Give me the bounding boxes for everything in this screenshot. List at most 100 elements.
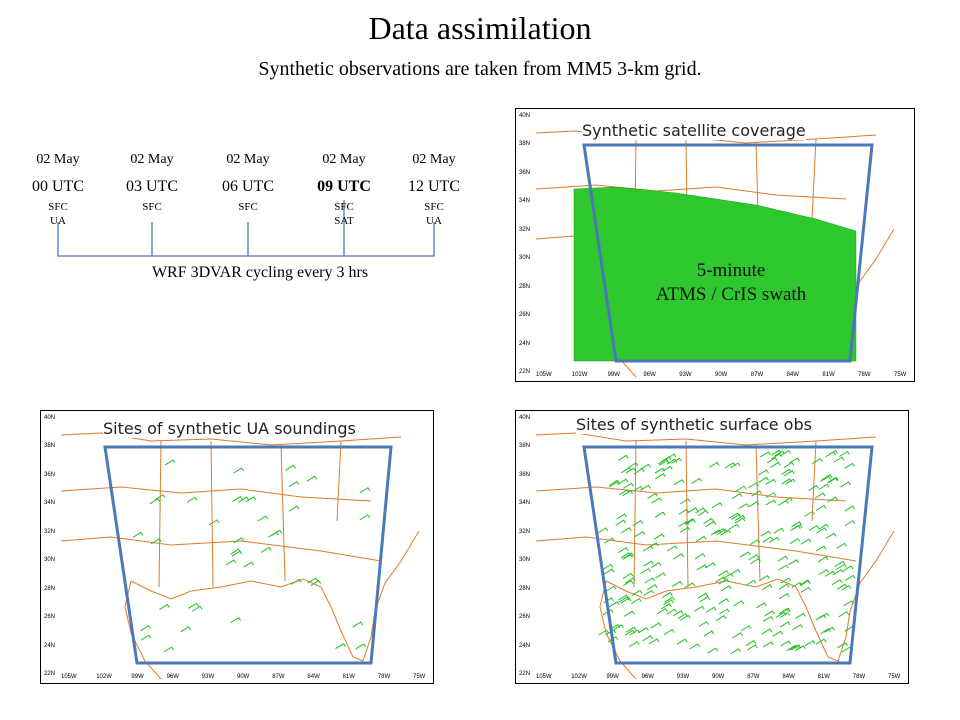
obs-wind-barb bbox=[750, 558, 761, 565]
surface-map-title: Sites of synthetic surface obs bbox=[576, 415, 812, 434]
obs-wind-barb bbox=[837, 642, 848, 649]
obs-wind-barb bbox=[779, 611, 791, 619]
lon-tick-label: 75W bbox=[894, 372, 907, 378]
lon-tick-label: 93W bbox=[676, 674, 690, 680]
obs-wind-barb bbox=[734, 514, 746, 522]
swath-label-line2: ATMS / CrIS swath bbox=[655, 284, 807, 305]
obs-wind-barb bbox=[725, 462, 736, 469]
lon-tick-label: 93W bbox=[201, 674, 215, 680]
timeline-obs-types: SFC bbox=[238, 201, 258, 213]
obs-wind-barb bbox=[673, 553, 684, 560]
obs-wind-barb bbox=[832, 569, 844, 576]
obs-wind-barb bbox=[159, 603, 170, 610]
obs-wind-barb bbox=[749, 539, 761, 546]
obs-wind-barb bbox=[648, 638, 660, 645]
lat-tick-label: 28N bbox=[44, 585, 56, 592]
obs-wind-barb bbox=[815, 504, 827, 512]
lat-tick-label: 26N bbox=[519, 614, 531, 621]
timeline-utc: 00 UTC bbox=[32, 178, 84, 195]
obs-wind-barb bbox=[597, 527, 609, 534]
satellite-map-title: Synthetic satellite coverage bbox=[582, 121, 806, 140]
obs-wind-barb bbox=[662, 591, 673, 599]
obs-wind-barb bbox=[307, 577, 319, 584]
lon-tick-label: 75W bbox=[888, 674, 901, 680]
obs-wind-barb bbox=[745, 579, 757, 586]
obs-wind-barb bbox=[748, 482, 759, 489]
lat-tick-label: 34N bbox=[519, 500, 531, 507]
obs-wind-barb bbox=[664, 596, 675, 603]
timeline-date: 02 May bbox=[130, 152, 174, 167]
obs-wind-barb bbox=[225, 559, 237, 566]
obs-wind-barb bbox=[836, 563, 847, 570]
lon-tick-label: 93W bbox=[679, 372, 692, 378]
obs-wind-barb bbox=[707, 647, 719, 654]
obs-wind-barb bbox=[627, 462, 639, 469]
obs-wind-barb bbox=[680, 614, 691, 621]
obs-wind-barb bbox=[780, 640, 791, 647]
obs-wind-barb bbox=[355, 643, 367, 650]
obs-wind-barb bbox=[814, 492, 826, 499]
obs-wind-barb bbox=[260, 546, 272, 553]
lon-tick-label: 90W bbox=[715, 372, 728, 378]
obs-wind-barb bbox=[758, 476, 769, 483]
obs-wind-barb bbox=[628, 641, 640, 648]
obs-wind-barb bbox=[684, 518, 696, 525]
lat-tick-label: 28N bbox=[519, 585, 531, 592]
obs-wind-barb bbox=[824, 570, 836, 577]
obs-wind-barb bbox=[715, 614, 727, 622]
boundary-line bbox=[60, 486, 372, 502]
boundary-line bbox=[535, 486, 847, 502]
obs-wind-barb bbox=[359, 514, 371, 521]
obs-wind-barb bbox=[622, 580, 634, 587]
obs-wind-barb bbox=[730, 513, 742, 520]
obs-wind-barb bbox=[780, 577, 792, 584]
obs-wind-barb bbox=[800, 586, 812, 593]
obs-wind-barb bbox=[678, 508, 690, 515]
obs-wind-barb bbox=[654, 511, 666, 518]
obs-wind-barb bbox=[815, 545, 827, 552]
lon-tick-label: 87W bbox=[747, 674, 760, 680]
obs-wind-barb bbox=[694, 553, 706, 560]
domain-outline bbox=[103, 445, 393, 665]
timeline-lines bbox=[57, 200, 435, 257]
obs-wind-barb bbox=[812, 458, 823, 465]
obs-wind-barb bbox=[800, 579, 811, 587]
timeline-obs-types: SFC SAT bbox=[334, 201, 354, 227]
obs-wind-barb bbox=[624, 629, 636, 636]
obs-wind-barb bbox=[733, 600, 744, 607]
obs-wind-barb bbox=[761, 628, 773, 635]
obs-wind-barb bbox=[653, 533, 665, 540]
obs-wind-barb bbox=[288, 505, 300, 512]
obs-wind-barb bbox=[751, 490, 763, 497]
obs-wind-barb bbox=[783, 461, 795, 468]
obs-wind-barb bbox=[335, 642, 347, 650]
obs-wind-barb bbox=[770, 461, 781, 468]
obs-wind-barb bbox=[839, 450, 850, 457]
obs-wind-barb bbox=[818, 569, 830, 576]
obs-wind-barb bbox=[838, 611, 850, 618]
obs-wind-barb bbox=[792, 624, 803, 631]
obs-wind-barb bbox=[705, 520, 717, 527]
obs-wind-barb bbox=[180, 626, 192, 633]
lon-tick-label: 84W bbox=[307, 674, 320, 680]
obs-wind-barb bbox=[603, 568, 615, 575]
obs-wind-barb bbox=[828, 476, 839, 484]
obs-wind-barb bbox=[772, 630, 784, 637]
obs-wind-barb bbox=[808, 484, 819, 491]
lon-tick-label: 81W bbox=[342, 674, 355, 680]
obs-wind-barb bbox=[711, 502, 723, 509]
lat-tick-label: 26N bbox=[519, 312, 531, 319]
obs-wind-barb bbox=[640, 567, 651, 575]
obs-wind-barb bbox=[763, 641, 774, 648]
boundary-line bbox=[685, 440, 689, 588]
lat-tick-label: 26N bbox=[44, 614, 56, 621]
timeline-utc: 06 UTC bbox=[222, 178, 274, 195]
obs-wind-barb bbox=[820, 628, 831, 635]
obs-wind-barb bbox=[827, 477, 838, 484]
obs-wind-barb bbox=[655, 473, 666, 480]
obs-wind-barb bbox=[836, 542, 848, 549]
lon-tick-label: 102W bbox=[571, 674, 587, 680]
obs-wind-barb bbox=[705, 562, 716, 569]
timeline-caption: WRF 3DVAR cycling every 3 hrs bbox=[151, 264, 369, 281]
obs-wind-barb bbox=[815, 638, 827, 645]
